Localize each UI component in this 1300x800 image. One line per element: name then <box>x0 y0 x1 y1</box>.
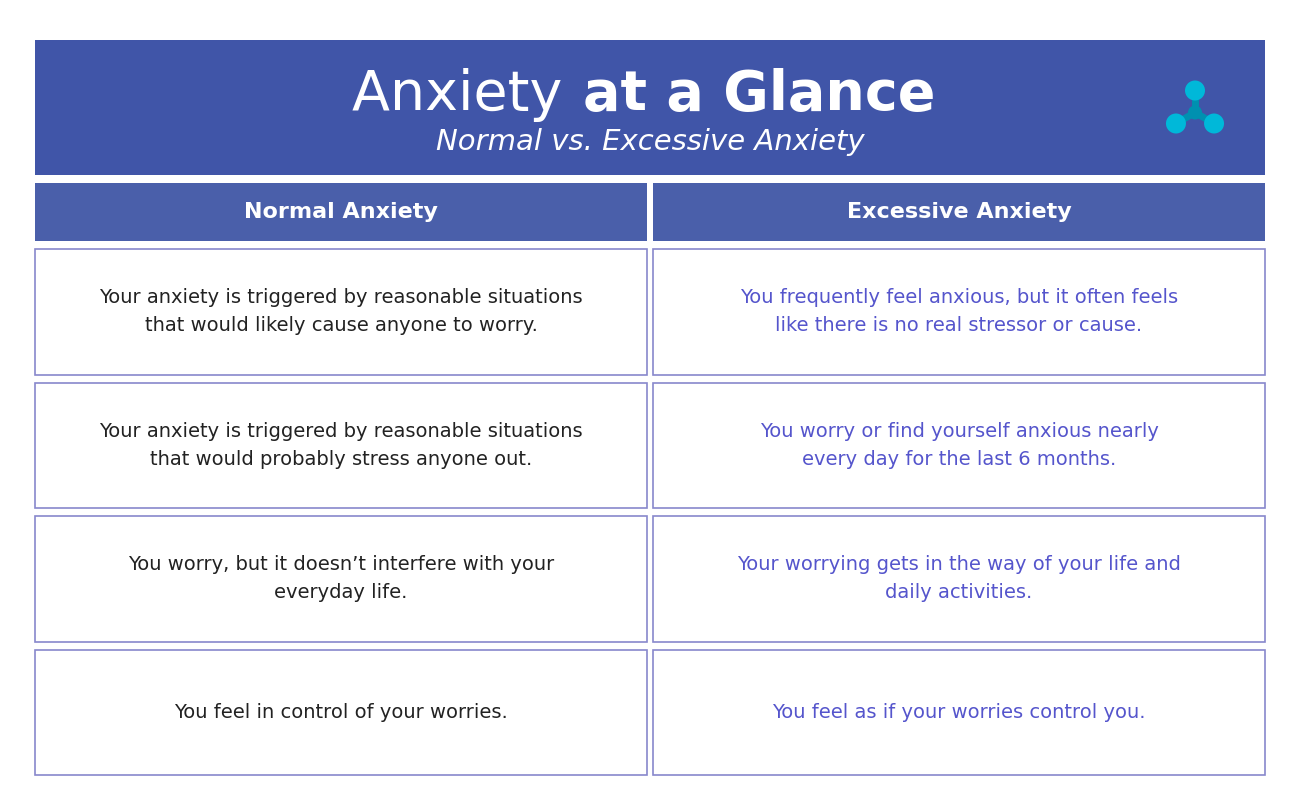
Text: Anxiety: Anxiety <box>352 69 580 122</box>
Bar <box>653 516 1265 642</box>
Text: You worry, but it doesn’t interfere with your
everyday life.: You worry, but it doesn’t interfere with… <box>127 555 554 602</box>
Circle shape <box>1188 106 1202 119</box>
Bar <box>653 650 1265 775</box>
Text: Your anxiety is triggered by reasonable situations
that would likely cause anyon: Your anxiety is triggered by reasonable … <box>99 288 582 335</box>
Bar <box>653 249 1265 374</box>
Bar <box>35 650 647 775</box>
Circle shape <box>1166 114 1186 134</box>
Text: at a Glance: at a Glance <box>582 69 936 122</box>
Bar <box>35 40 1265 175</box>
Text: You feel as if your worries control you.: You feel as if your worries control you. <box>772 702 1145 722</box>
Text: You feel in control of your worries.: You feel in control of your worries. <box>174 702 508 722</box>
Text: Normal vs. Excessive Anxiety: Normal vs. Excessive Anxiety <box>436 127 864 155</box>
Text: You frequently feel anxious, but it often feels
like there is no real stressor o: You frequently feel anxious, but it ofte… <box>740 288 1178 335</box>
Bar <box>35 516 647 642</box>
Bar <box>35 382 647 508</box>
Bar <box>653 183 1265 241</box>
Bar <box>35 249 647 374</box>
Text: Your anxiety is triggered by reasonable situations
that would probably stress an: Your anxiety is triggered by reasonable … <box>99 422 582 469</box>
Text: Normal Anxiety: Normal Anxiety <box>244 202 438 222</box>
Circle shape <box>1204 114 1225 134</box>
Bar <box>35 183 647 241</box>
Text: You worry or find yourself anxious nearly
every day for the last 6 months.: You worry or find yourself anxious nearl… <box>759 422 1158 469</box>
Bar <box>653 382 1265 508</box>
Text: Your worrying gets in the way of your life and
daily activities.: Your worrying gets in the way of your li… <box>737 555 1180 602</box>
Text: Excessive Anxiety: Excessive Anxiety <box>846 202 1071 222</box>
Circle shape <box>1186 81 1205 101</box>
